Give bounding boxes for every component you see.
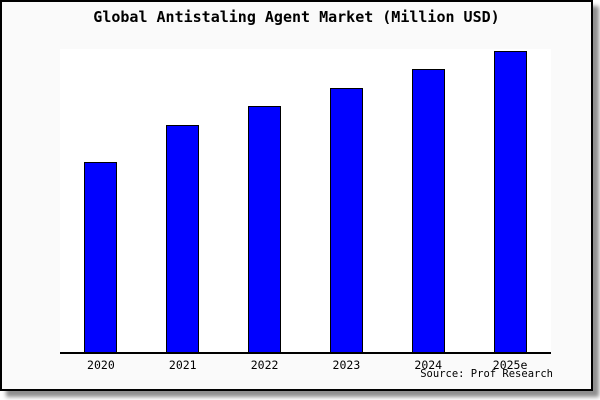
bar-2021 [166, 125, 200, 352]
bar-2025e [493, 51, 527, 352]
x-tick-label-2022: 2022 [250, 358, 279, 372]
chart-card: Global Antistaling Agent Market (Million… [0, 0, 593, 391]
bar-2022 [248, 106, 282, 352]
chart-title: Global Antistaling Agent Market (Million… [93, 8, 500, 26]
x-tick-label-2025e: 2025e [492, 358, 528, 372]
x-tick-label-2020: 2020 [87, 358, 115, 372]
bar-2020 [84, 162, 118, 352]
x-tick-label-2023: 2023 [332, 358, 361, 372]
plot-area [60, 49, 551, 354]
x-tick-label-2024: 2024 [414, 358, 443, 372]
bar-2024 [411, 69, 445, 352]
x-tick-label-2021: 2021 [168, 358, 197, 372]
source-credit: Source: Prof Research [420, 368, 553, 380]
bar-2023 [329, 87, 363, 352]
